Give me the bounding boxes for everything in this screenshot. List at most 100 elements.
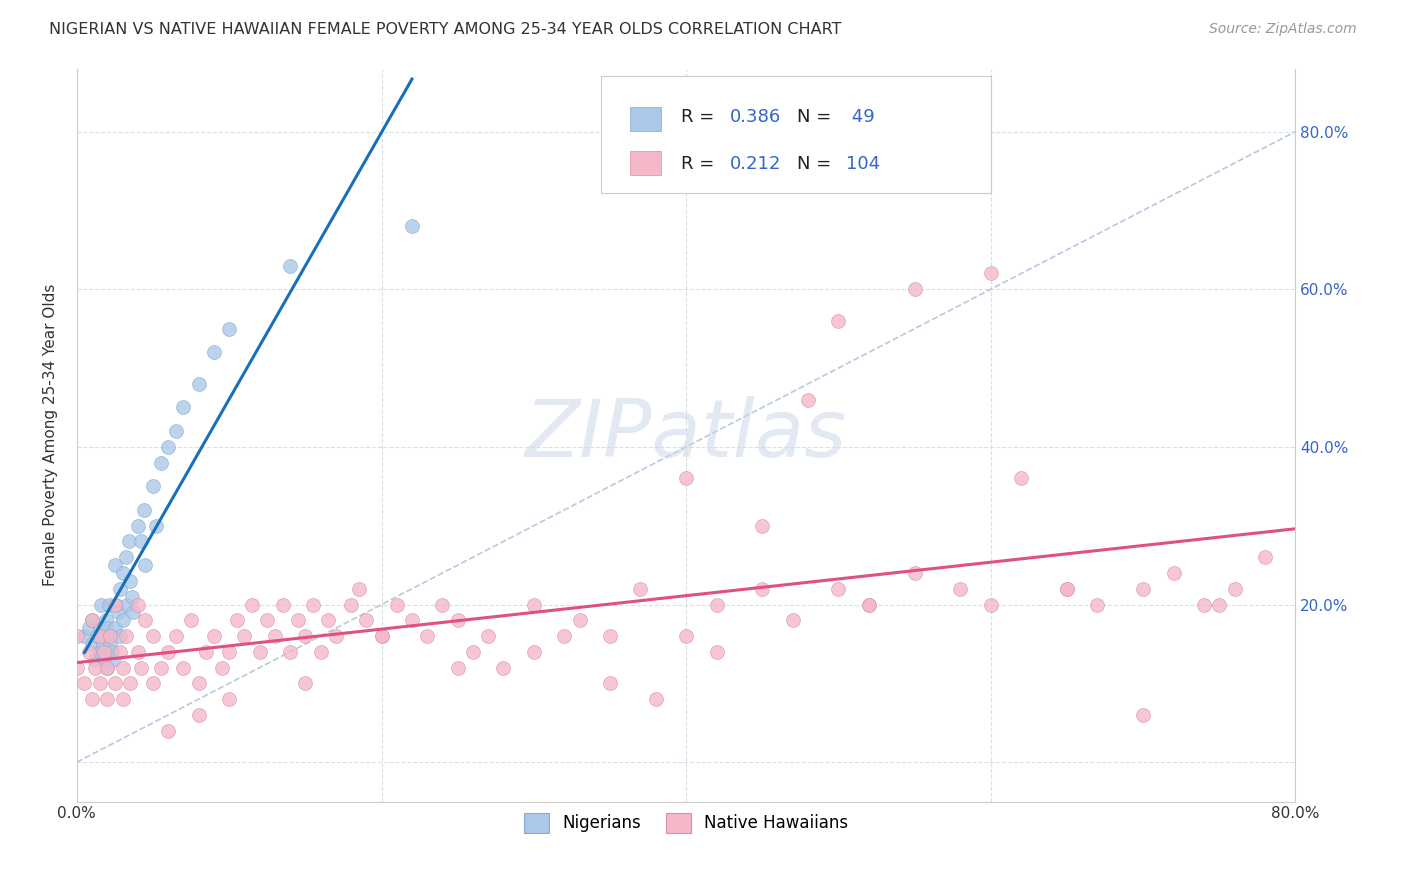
Point bbox=[111, 566, 134, 580]
Point bbox=[94, 613, 117, 627]
Point bbox=[218, 645, 240, 659]
Point bbox=[173, 401, 195, 415]
Point bbox=[401, 613, 423, 627]
Point bbox=[82, 637, 104, 651]
Point bbox=[120, 676, 142, 690]
Point bbox=[706, 598, 728, 612]
Point bbox=[104, 598, 127, 612]
Point bbox=[89, 676, 111, 690]
Point bbox=[105, 598, 128, 612]
Point bbox=[84, 653, 107, 667]
Text: 104: 104 bbox=[846, 155, 880, 173]
Point bbox=[86, 629, 108, 643]
Point bbox=[1087, 598, 1109, 612]
Point bbox=[114, 629, 136, 643]
Point bbox=[980, 598, 1002, 612]
Point bbox=[91, 637, 114, 651]
Text: R =: R = bbox=[682, 155, 720, 173]
Point bbox=[278, 645, 301, 659]
Text: N =: N = bbox=[797, 108, 837, 126]
Point bbox=[218, 321, 240, 335]
Point bbox=[599, 629, 621, 643]
Point bbox=[195, 645, 218, 659]
Point bbox=[461, 645, 484, 659]
Point bbox=[271, 598, 294, 612]
FancyBboxPatch shape bbox=[600, 76, 991, 194]
Point bbox=[66, 660, 89, 674]
Point bbox=[568, 613, 591, 627]
Point bbox=[325, 629, 347, 643]
FancyBboxPatch shape bbox=[630, 151, 661, 175]
Point bbox=[129, 660, 152, 674]
Point bbox=[127, 518, 149, 533]
Point bbox=[108, 629, 131, 643]
Point bbox=[165, 424, 187, 438]
Y-axis label: Female Poverty Among 25-34 Year Olds: Female Poverty Among 25-34 Year Olds bbox=[44, 284, 58, 586]
Point bbox=[127, 598, 149, 612]
Point bbox=[134, 613, 156, 627]
Point bbox=[90, 598, 112, 612]
Point bbox=[706, 645, 728, 659]
Point bbox=[100, 629, 122, 643]
Point bbox=[101, 645, 124, 659]
Point bbox=[294, 629, 316, 643]
Point bbox=[211, 660, 233, 674]
Point bbox=[904, 566, 927, 580]
Point bbox=[187, 707, 209, 722]
Point bbox=[523, 645, 546, 659]
Point bbox=[264, 629, 287, 643]
Point bbox=[249, 645, 271, 659]
Point bbox=[1132, 707, 1154, 722]
Point bbox=[1056, 582, 1078, 596]
Point bbox=[309, 645, 332, 659]
Point bbox=[114, 550, 136, 565]
Point bbox=[630, 582, 652, 596]
Point bbox=[644, 692, 666, 706]
Point bbox=[827, 582, 849, 596]
Point bbox=[134, 558, 156, 573]
Point bbox=[1010, 471, 1032, 485]
Point bbox=[797, 392, 820, 407]
Point bbox=[93, 645, 115, 659]
Point bbox=[675, 471, 697, 485]
Point bbox=[100, 629, 122, 643]
Point bbox=[782, 613, 804, 627]
Point bbox=[980, 267, 1002, 281]
Point bbox=[287, 613, 309, 627]
Point bbox=[256, 613, 278, 627]
Point bbox=[157, 723, 180, 738]
Point bbox=[96, 660, 118, 674]
Point bbox=[904, 282, 927, 296]
Point bbox=[77, 645, 100, 659]
Point bbox=[240, 598, 263, 612]
Point bbox=[111, 660, 134, 674]
Point bbox=[118, 534, 141, 549]
Point bbox=[157, 645, 180, 659]
Point bbox=[96, 692, 118, 706]
Text: R =: R = bbox=[682, 108, 720, 126]
Point bbox=[84, 660, 107, 674]
Point bbox=[202, 345, 225, 359]
Point bbox=[1056, 582, 1078, 596]
Text: ZIPatlas: ZIPatlas bbox=[524, 396, 848, 474]
Point bbox=[858, 598, 880, 612]
Point bbox=[278, 259, 301, 273]
Point bbox=[858, 598, 880, 612]
Point bbox=[129, 534, 152, 549]
Point bbox=[1163, 566, 1185, 580]
Point bbox=[173, 660, 195, 674]
Point bbox=[1223, 582, 1246, 596]
Point bbox=[89, 629, 111, 643]
Point bbox=[477, 629, 499, 643]
Text: 49: 49 bbox=[846, 108, 875, 126]
Point bbox=[149, 456, 172, 470]
Point bbox=[93, 629, 115, 643]
Point bbox=[96, 621, 118, 635]
Point bbox=[827, 314, 849, 328]
Point bbox=[66, 629, 89, 643]
Point bbox=[675, 629, 697, 643]
Point bbox=[401, 219, 423, 234]
Point bbox=[1192, 598, 1215, 612]
Text: Source: ZipAtlas.com: Source: ZipAtlas.com bbox=[1209, 22, 1357, 37]
Point bbox=[447, 660, 470, 674]
